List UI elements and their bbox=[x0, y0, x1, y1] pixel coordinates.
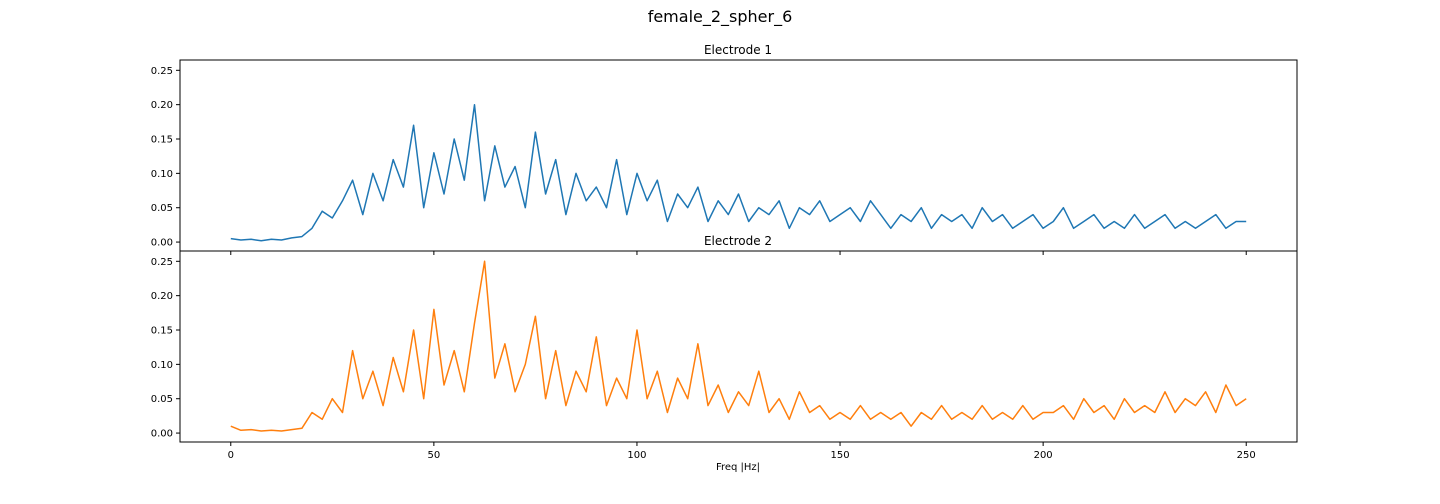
panel-2-title: Electrode 2 bbox=[704, 234, 772, 248]
panel-2-xtick-label: 150 bbox=[830, 450, 849, 461]
panel-2-xtick-label: 250 bbox=[1237, 450, 1256, 461]
panel-2-series-line bbox=[230, 260, 1247, 432]
panel-1-series-line bbox=[230, 103, 1247, 242]
x-axis-label: Freq |Hz| bbox=[716, 462, 760, 473]
panel-1-ytick-label: 0.15 bbox=[151, 135, 173, 146]
panel-1-title: Electrode 1 bbox=[704, 43, 772, 57]
panel-2-xtick-label: 50 bbox=[427, 450, 440, 461]
panel-2-xtick-label: 200 bbox=[1034, 450, 1053, 461]
panel-2-axes-frame bbox=[179, 250, 1298, 443]
electrode-1-panel: 0.00 0.05 0.10 0.15 0.20 0.25 bbox=[151, 59, 1298, 255]
electrode-2-panel: 0.00 0.05 0.10 0.15 0.20 0.25 0 50 100 150 200 250 bbox=[151, 250, 1298, 461]
panel-1-ytick-label: 0.00 bbox=[151, 238, 173, 249]
panel-2-ytick-label: 0.00 bbox=[151, 429, 173, 440]
panel-2-ytick-label: 0.25 bbox=[151, 257, 173, 268]
figure-title: female_2_spher_6 bbox=[648, 7, 793, 27]
panel-1-ytick-label: 0.10 bbox=[151, 169, 173, 180]
panel-2-xtick-label: 100 bbox=[627, 450, 646, 461]
panel-1-ytick-label: 0.20 bbox=[151, 100, 173, 111]
panel-2-ytick-label: 0.10 bbox=[151, 360, 173, 371]
panel-2-xtick-label: 0 bbox=[228, 450, 234, 461]
panel-1-ytick-label: 0.25 bbox=[151, 66, 173, 77]
panel-2-ytick-label: 0.15 bbox=[151, 326, 173, 337]
panel-1-ytick-label: 0.05 bbox=[151, 203, 173, 214]
panel-2-ytick-label: 0.20 bbox=[151, 291, 173, 302]
panel-2-ytick-label: 0.05 bbox=[151, 394, 173, 405]
